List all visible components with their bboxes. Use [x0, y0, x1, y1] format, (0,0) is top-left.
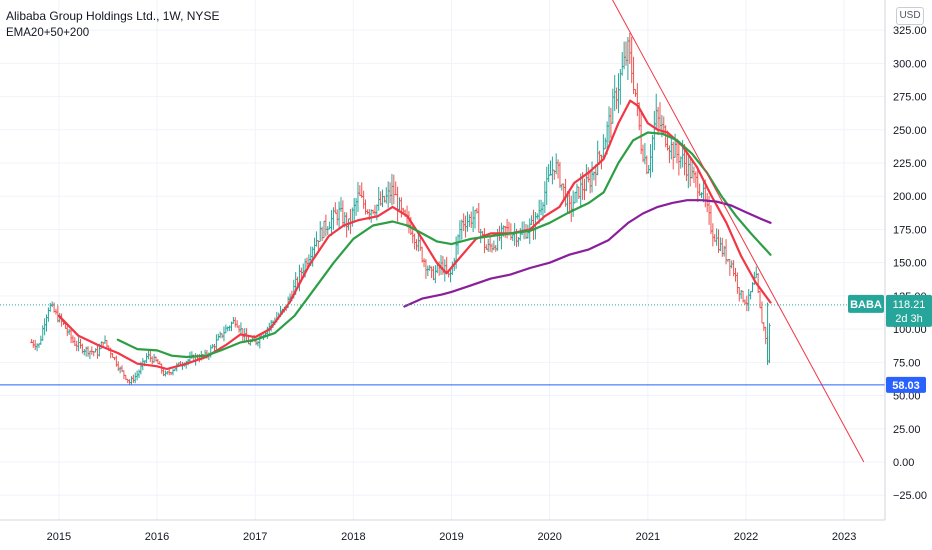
- y-tick-label: 0.00: [893, 457, 914, 469]
- last-price-text: 118.21: [893, 299, 926, 311]
- ema200-line: [403, 199, 772, 308]
- gridlines: [0, 0, 885, 520]
- ema50-line: [116, 131, 772, 359]
- x-tick-label: 2022: [734, 531, 758, 543]
- y-tick-label: 275.00: [893, 92, 927, 104]
- y-tick-label: 100.00: [893, 324, 927, 336]
- y-tick-label: 25.00: [893, 424, 921, 436]
- support-price-text: 58.03: [892, 380, 920, 392]
- y-tick-label: 75.00: [893, 357, 921, 369]
- symbol-badge: [848, 294, 884, 313]
- y-tick-label: 225.00: [893, 158, 927, 170]
- y-tick-label: 200.00: [893, 191, 927, 203]
- symbol-title[interactable]: Alibaba Group Holdings Ltd., 1W, NYSE: [6, 9, 220, 23]
- x-tick-label: 2018: [341, 531, 365, 543]
- trendline[interactable]: [604, 0, 865, 463]
- currency-button[interactable]: USD: [896, 7, 924, 25]
- x-tick-label: 2019: [439, 531, 463, 543]
- x-tick-label: 2016: [145, 531, 169, 543]
- y-tick-label: 150.00: [893, 258, 927, 270]
- y-tick-label: 250.00: [893, 125, 927, 137]
- x-tick-label: 2020: [537, 531, 561, 543]
- x-tick-label: 2023: [832, 531, 856, 543]
- ema20-line: [57, 99, 772, 371]
- drawing-overlays[interactable]: [0, 0, 885, 463]
- last-price-label: [886, 294, 932, 327]
- y-tick-label: 300.00: [893, 58, 927, 70]
- x-tick-label: 2017: [243, 531, 267, 543]
- y-tick-label: 325.00: [893, 25, 927, 37]
- y-tick-label: −25.00: [893, 490, 927, 502]
- x-tick-label: 2021: [636, 531, 660, 543]
- x-tick-label: 2015: [47, 531, 71, 543]
- bar-countdown-text: 2d 3h: [895, 313, 923, 325]
- ema-lines: [57, 99, 772, 371]
- support-price-label: [886, 376, 926, 393]
- symbol-badge-text: BABA: [850, 299, 882, 311]
- y-tick-label: 50.00: [893, 391, 921, 403]
- y-tick-label: 175.00: [893, 224, 927, 236]
- indicator-legend[interactable]: EMA20+50+200: [6, 27, 90, 39]
